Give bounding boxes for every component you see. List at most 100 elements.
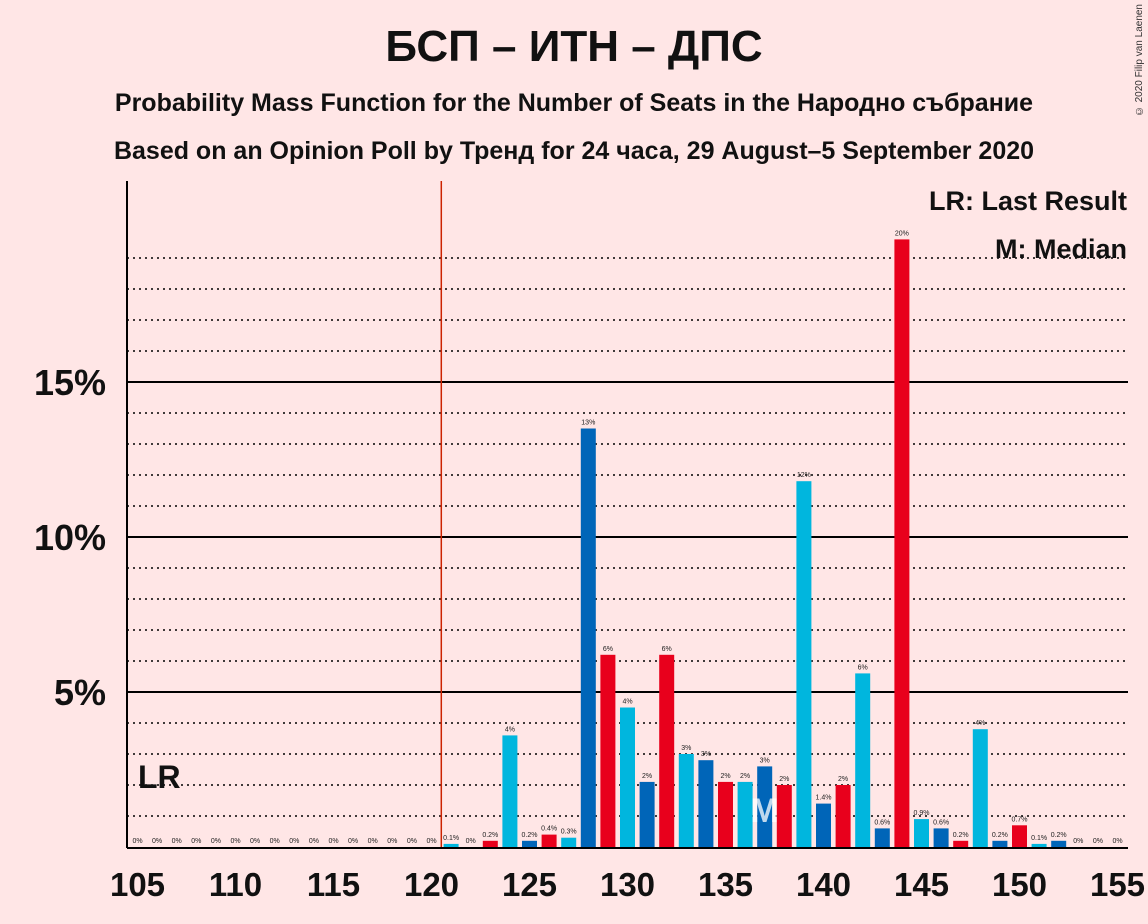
chart-subtitle-2: Based on an Opinion Poll by Тренд for 24…: [113, 137, 1035, 165]
bar-seat-130: [620, 707, 635, 847]
bar-seat-152: [1051, 840, 1067, 847]
bar-value-label: 0.2%: [1051, 832, 1067, 839]
x-tick-label: 150: [992, 866, 1047, 903]
bar-value-label: 0.2%: [522, 832, 538, 839]
x-tick-label: 105: [110, 866, 165, 903]
bar-value-label: 2%: [642, 773, 652, 780]
bar-value-label: 2%: [720, 773, 730, 780]
bar-value-label: 0%: [426, 838, 436, 845]
bar-value-label: 20%: [895, 230, 909, 237]
bar-value-label: 4%: [505, 726, 515, 733]
bar-value-label: 13%: [581, 420, 595, 427]
bar-seat-144: [894, 239, 910, 847]
chart-subtitle-1: Probability Mass Function for the Number…: [114, 89, 1034, 117]
bar-value-label: 0.9%: [914, 810, 930, 817]
bar-value-label: 0%: [387, 838, 397, 845]
bar-value-label: 0.6%: [874, 819, 890, 826]
bar-value-label: 0%: [211, 838, 221, 845]
bar-value-label: 0%: [1112, 838, 1122, 845]
bar-value-label: 0.7%: [1012, 816, 1028, 823]
y-tick-label: 15%: [34, 362, 106, 403]
last-result-marker: LR: [138, 759, 181, 795]
bar-value-label: 0%: [309, 838, 319, 845]
bar-seat-150: [1012, 825, 1027, 847]
bar-value-label: 3%: [760, 757, 770, 764]
bar-value-label: 6%: [603, 646, 613, 653]
bar-value-label: 0%: [289, 838, 299, 845]
x-tick-label: 135: [698, 866, 753, 903]
chart-title: БСП – ИТН – ДПС: [385, 22, 763, 71]
bar-value-label: 0%: [132, 838, 142, 845]
bar-value-label: 0%: [407, 838, 417, 845]
bar-seat-139: [796, 481, 812, 847]
bar-value-label: 2%: [740, 773, 750, 780]
legend-median: M: Median: [995, 234, 1127, 264]
bar-seat-123: [482, 840, 498, 847]
bar-value-label: 0%: [1073, 838, 1083, 845]
bar-seat-129: [600, 654, 616, 847]
bar-seat-149: [992, 840, 1008, 847]
bar-value-label: 0.3%: [561, 829, 577, 836]
bar-value-label: 0%: [368, 838, 378, 845]
bar-seat-146: [933, 828, 949, 847]
bar-value-label: 6%: [858, 664, 868, 671]
y-tick-label: 10%: [34, 517, 106, 558]
bar-seat-125: [522, 840, 537, 847]
bar-value-label: 0%: [230, 838, 240, 845]
bar-seat-138: [776, 785, 792, 847]
x-tick-label: 130: [600, 866, 655, 903]
bar-value-label: 3%: [681, 745, 691, 752]
bar-seat-143: [874, 828, 890, 847]
bar-seat-137: [757, 766, 773, 847]
bar-seat-134: [698, 760, 714, 847]
bar-value-label: 2%: [779, 776, 789, 783]
x-tick-label: 110: [209, 866, 262, 903]
bar-value-label: 12%: [797, 472, 811, 479]
x-tick-label: 115: [307, 866, 360, 903]
bar-seat-124: [502, 735, 518, 847]
legend-last-result: LR: Last Result: [929, 186, 1127, 216]
bar-value-label: 0%: [328, 838, 338, 845]
bar-seat-136: [737, 781, 753, 847]
bar-value-label: 6%: [662, 646, 672, 653]
bar-value-label: 4%: [622, 699, 632, 706]
bar-value-label: 2%: [838, 776, 848, 783]
bar-seat-141: [835, 785, 851, 847]
bar-seat-148: [972, 729, 988, 847]
bar-value-label: 0.1%: [443, 835, 459, 842]
bar-value-label: 0.4%: [541, 826, 557, 833]
x-tick-label: 155: [1090, 866, 1145, 903]
bar-value-label: 3%: [701, 751, 711, 758]
bar-seat-135: [718, 781, 733, 847]
bar-value-label: 0.2%: [953, 832, 969, 839]
bar-value-label: 0%: [191, 838, 201, 845]
bar-value-label: 0.2%: [482, 832, 498, 839]
bar-seat-140: [816, 803, 831, 847]
bar-value-label: 0%: [348, 838, 358, 845]
x-tick-label: 140: [796, 866, 851, 903]
bar-seat-133: [678, 754, 694, 847]
y-tick-label: 5%: [54, 672, 106, 713]
bar-value-label: 0%: [172, 838, 182, 845]
bar-value-label: 0.2%: [992, 832, 1008, 839]
bar-value-label: 1.4%: [816, 795, 832, 802]
bar-seat-147: [953, 840, 969, 847]
bar-seat-128: [580, 428, 596, 847]
bar-seat-132: [659, 654, 675, 847]
bar-seat-145: [914, 819, 929, 847]
bar-value-label: 0%: [152, 838, 162, 845]
bar-seat-142: [855, 673, 871, 847]
x-tick-label: 125: [502, 866, 557, 903]
bar-value-label: 0.6%: [933, 819, 949, 826]
bar-value-label: 0%: [250, 838, 260, 845]
bar-value-label: 0%: [1093, 838, 1103, 845]
bar-value-label: 0%: [270, 838, 280, 845]
x-tick-label: 145: [894, 866, 949, 903]
bar-seat-151: [1031, 843, 1047, 847]
bar-value-label: 4%: [975, 720, 985, 727]
bar-seat-121: [443, 843, 459, 847]
x-tick-label: 120: [404, 866, 459, 903]
bar-seat-127: [561, 837, 577, 847]
bar-value-label: 0%: [466, 838, 476, 845]
